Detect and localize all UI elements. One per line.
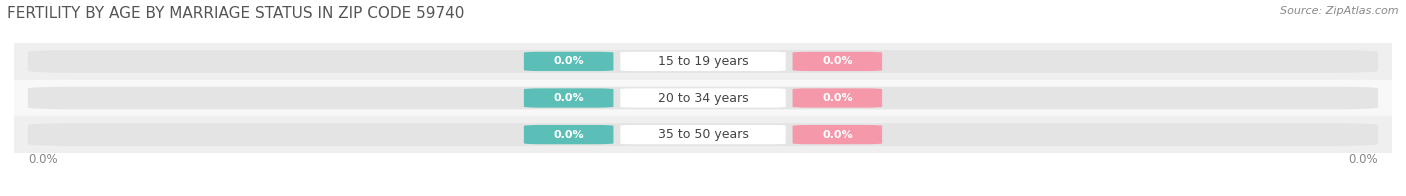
Text: FERTILITY BY AGE BY MARRIAGE STATUS IN ZIP CODE 59740: FERTILITY BY AGE BY MARRIAGE STATUS IN Z…: [7, 6, 464, 21]
Text: Source: ZipAtlas.com: Source: ZipAtlas.com: [1281, 6, 1399, 16]
FancyBboxPatch shape: [28, 87, 1378, 109]
FancyBboxPatch shape: [620, 88, 786, 108]
FancyBboxPatch shape: [28, 123, 1378, 146]
Text: 0.0%: 0.0%: [823, 93, 852, 103]
Text: 0.0%: 0.0%: [823, 56, 852, 66]
Bar: [14, 116, 1392, 153]
FancyBboxPatch shape: [524, 125, 613, 144]
Text: 0.0%: 0.0%: [554, 56, 583, 66]
FancyBboxPatch shape: [793, 125, 882, 144]
Bar: [14, 80, 1392, 116]
FancyBboxPatch shape: [793, 88, 882, 108]
Text: 35 to 50 years: 35 to 50 years: [658, 128, 748, 141]
Text: 0.0%: 0.0%: [823, 130, 852, 140]
Text: 15 to 19 years: 15 to 19 years: [658, 55, 748, 68]
FancyBboxPatch shape: [28, 50, 1378, 73]
FancyBboxPatch shape: [620, 125, 786, 144]
Bar: [14, 43, 1392, 80]
Text: 0.0%: 0.0%: [1348, 153, 1378, 166]
Text: 0.0%: 0.0%: [28, 153, 58, 166]
FancyBboxPatch shape: [524, 88, 613, 108]
FancyBboxPatch shape: [524, 52, 613, 71]
Text: 0.0%: 0.0%: [554, 130, 583, 140]
Text: 0.0%: 0.0%: [554, 93, 583, 103]
Text: 20 to 34 years: 20 to 34 years: [658, 92, 748, 104]
FancyBboxPatch shape: [793, 52, 882, 71]
FancyBboxPatch shape: [620, 52, 786, 71]
